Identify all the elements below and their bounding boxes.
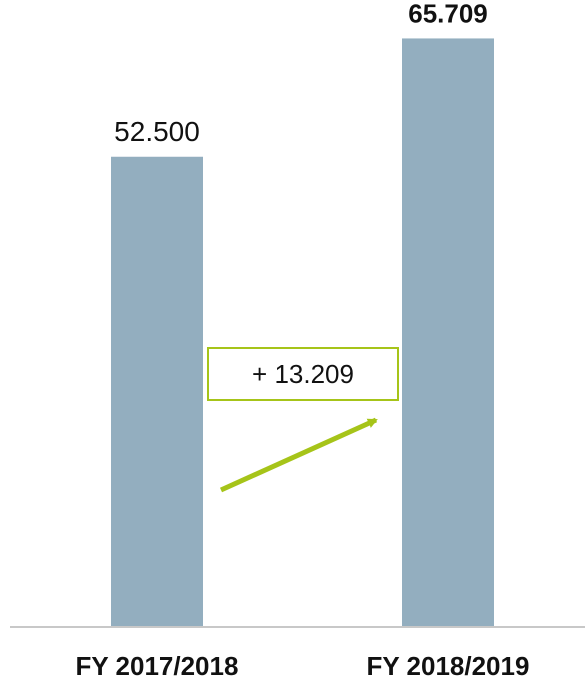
- value-labels-group: 52.500 65.709: [114, 0, 488, 147]
- bar-fy-2017-2018: [111, 156, 203, 627]
- bar-fy-2018-2019: [402, 38, 494, 627]
- category-label-fy-2017-2018: FY 2017/2018: [76, 651, 239, 681]
- value-label-fy-2017-2018: 52.500: [114, 116, 200, 147]
- delta-box: [207, 347, 399, 401]
- delta-label: + 13.209: [252, 359, 354, 389]
- delta-callout: + 13.209: [207, 347, 399, 493]
- category-label-fy-2018-2019: FY 2018/2019: [367, 651, 530, 681]
- category-labels-group: FY 2017/2018 FY 2018/2019: [76, 651, 530, 681]
- value-label-fy-2018-2019: 65.709: [408, 0, 488, 28]
- delta-arrow: [219, 417, 378, 493]
- bars-group: [111, 38, 494, 627]
